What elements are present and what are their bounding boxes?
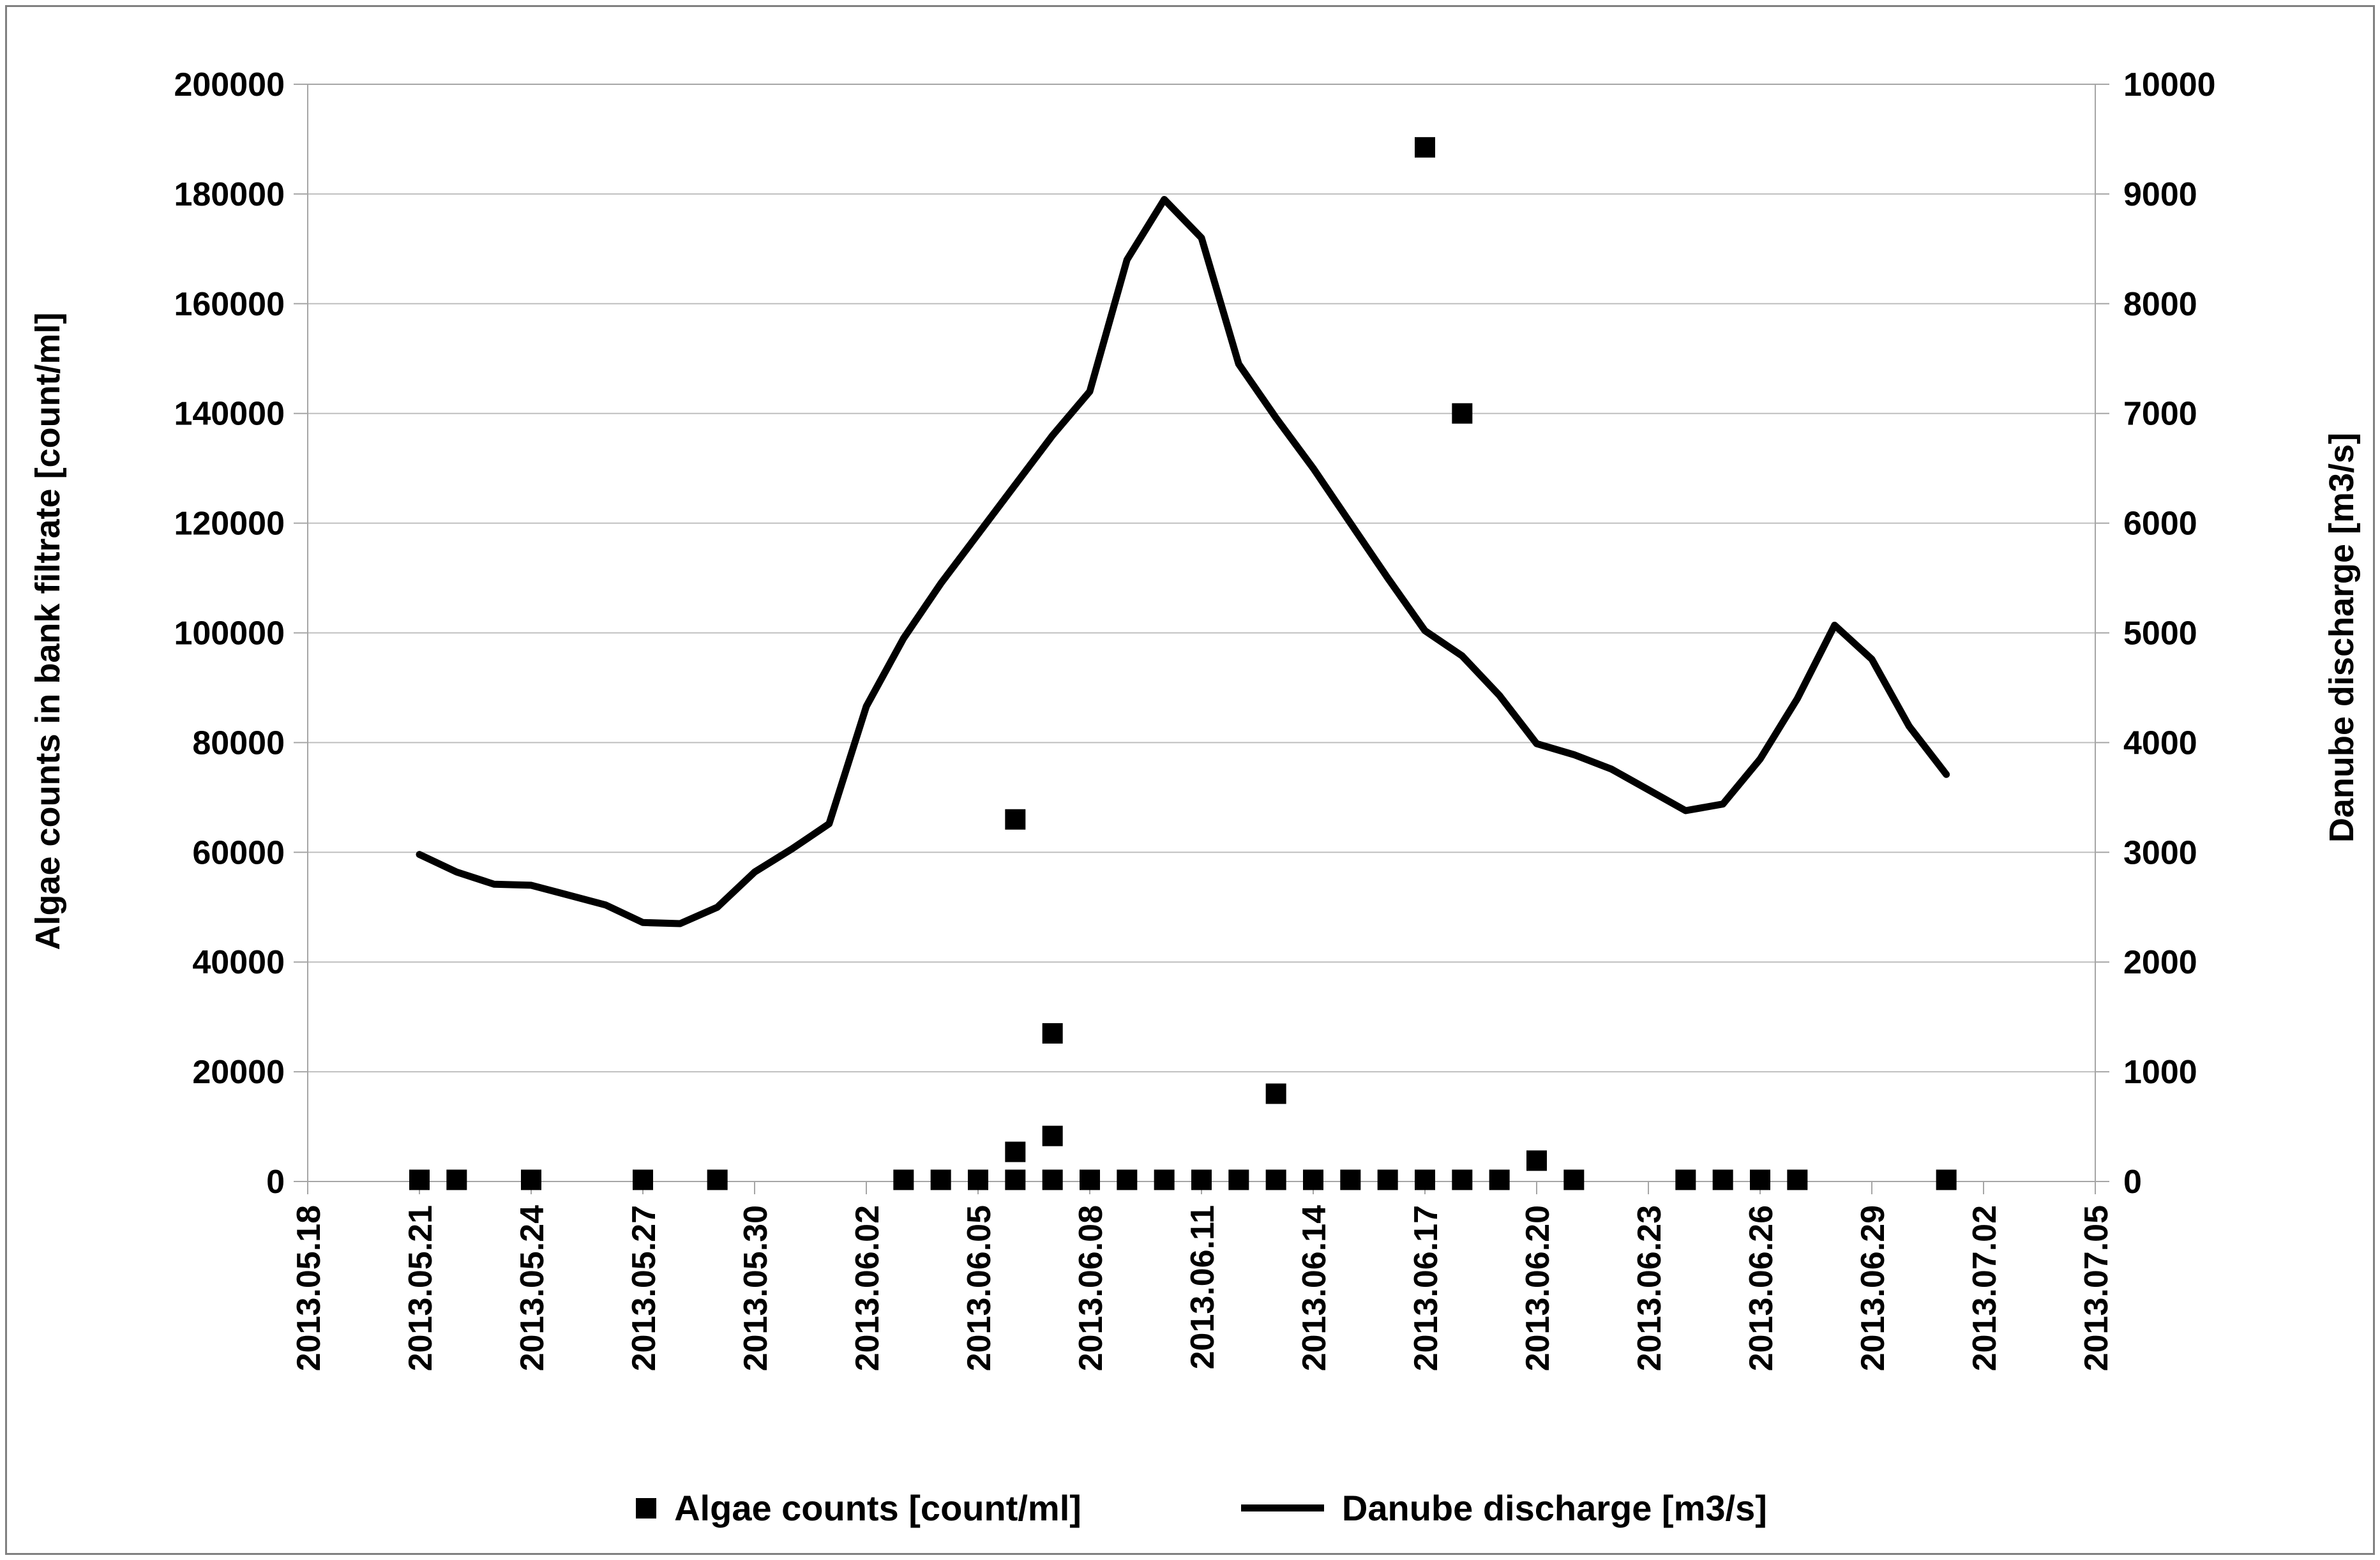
algae-marker[interactable] xyxy=(1265,1083,1286,1104)
algae-marker[interactable] xyxy=(1787,1169,1808,1190)
x-axis-tick-label: 2013.05.30 xyxy=(737,1205,774,1371)
y-axis-right-title: Danube discharge [m3/s] xyxy=(2323,432,2361,843)
y-axis-right-tick-label: 5000 xyxy=(2123,615,2197,652)
algae-marker[interactable] xyxy=(1377,1169,1398,1190)
algae-marker[interactable] xyxy=(1042,1169,1063,1190)
y-axis-left-tick-label: 0 xyxy=(266,1164,285,1201)
x-axis-tick-label: 2013.06.20 xyxy=(1519,1205,1556,1371)
x-axis-tick-label: 2013.06.14 xyxy=(1296,1205,1333,1371)
algae-marker[interactable] xyxy=(968,1169,988,1190)
algae-marker[interactable] xyxy=(1452,1169,1473,1190)
x-axis-tick-label: 2013.06.17 xyxy=(1408,1205,1445,1371)
y-axis-right-tick-label: 0 xyxy=(2123,1164,2142,1201)
x-axis-tick-label: 2013.06.26 xyxy=(1743,1205,1780,1371)
legend-item-discharge[interactable]: Danube discharge [m3/s] xyxy=(1240,1487,1767,1529)
y-axis-left-tick-label: 120000 xyxy=(174,506,285,543)
algae-marker[interactable] xyxy=(1228,1169,1249,1190)
algae-marker[interactable] xyxy=(1005,1141,1026,1162)
y-axis-right-tick-label: 9000 xyxy=(2123,176,2197,213)
y-axis-left-tick-label: 60000 xyxy=(192,834,285,871)
y-axis-right-tick-label: 3000 xyxy=(2123,834,2197,871)
y-axis-right-tick-label: 8000 xyxy=(2123,286,2197,323)
y-axis-left-tick-label: 200000 xyxy=(174,66,285,103)
y-axis-left-tick-label: 20000 xyxy=(192,1054,285,1091)
x-axis-tick-label: 2013.06.23 xyxy=(1631,1205,1668,1371)
x-axis-tick-label: 2013.06.08 xyxy=(1073,1205,1110,1371)
algae-marker[interactable] xyxy=(1340,1169,1361,1190)
x-axis-tick-label: 2013.06.05 xyxy=(961,1205,998,1371)
algae-marker[interactable] xyxy=(930,1169,951,1190)
y-axis-right-tick-label: 2000 xyxy=(2123,944,2197,981)
algae-marker[interactable] xyxy=(446,1169,467,1190)
y-axis-left-tick-label: 40000 xyxy=(192,944,285,981)
algae-marker[interactable] xyxy=(1005,1169,1026,1190)
algae-marker[interactable] xyxy=(1042,1023,1063,1044)
algae-marker[interactable] xyxy=(893,1169,914,1190)
legend-label-algae: Algae counts [count/ml] xyxy=(674,1488,1081,1528)
algae-marker[interactable] xyxy=(1265,1169,1286,1190)
x-axis-tick-label: 2013.06.29 xyxy=(1855,1205,1892,1371)
y-axis-left-tick-label: 180000 xyxy=(174,176,285,213)
x-axis-tick-label: 2013.05.21 xyxy=(402,1205,439,1371)
y-axis-left-tick-label: 80000 xyxy=(192,724,285,761)
algae-marker[interactable] xyxy=(1415,1169,1435,1190)
algae-marker[interactable] xyxy=(1489,1169,1510,1190)
line-marker-icon xyxy=(1240,1504,1324,1511)
algae-marker[interactable] xyxy=(1750,1169,1770,1190)
figure-border xyxy=(5,5,2375,1555)
y-axis-left-tick-label: 140000 xyxy=(174,396,285,433)
algae-marker[interactable] xyxy=(1005,809,1026,830)
x-axis-tick-label: 2013.05.27 xyxy=(626,1205,663,1371)
square-marker-icon xyxy=(636,1497,657,1519)
algae-marker[interactable] xyxy=(1154,1169,1175,1190)
y-axis-right-tick-label: 10000 xyxy=(2123,66,2216,103)
x-axis-tick-label: 2013.07.05 xyxy=(2078,1205,2115,1371)
algae-marker[interactable] xyxy=(1712,1169,1733,1190)
x-axis-tick-label: 2013.05.24 xyxy=(514,1205,551,1371)
algae-marker[interactable] xyxy=(1191,1169,1212,1190)
y-axis-right-tick-label: 1000 xyxy=(2123,1054,2197,1091)
algae-marker[interactable] xyxy=(1563,1169,1585,1190)
chart-legend: Algae counts [count/ml] Danube discharge… xyxy=(308,1487,2095,1529)
legend-item-algae[interactable]: Algae counts [count/ml] xyxy=(636,1487,1081,1529)
x-axis-tick-label: 2013.05.18 xyxy=(290,1205,328,1371)
algae-marker[interactable] xyxy=(521,1169,541,1190)
x-axis-tick-label: 2013.07.02 xyxy=(1966,1205,2003,1371)
x-axis-tick-label: 2013.06.11 xyxy=(1184,1205,1221,1369)
algae-marker[interactable] xyxy=(1117,1169,1138,1190)
x-axis-tick-label: 2013.06.02 xyxy=(849,1205,886,1371)
y-axis-left-title: Algae counts in bank filtrate [count/ml] xyxy=(29,312,67,950)
algae-marker[interactable] xyxy=(1415,137,1435,158)
algae-marker[interactable] xyxy=(633,1169,653,1190)
legend-label-discharge: Danube discharge [m3/s] xyxy=(1341,1488,1767,1528)
y-axis-right-tick-label: 6000 xyxy=(2123,506,2197,543)
algae-marker[interactable] xyxy=(1526,1150,1547,1171)
algae-marker[interactable] xyxy=(1080,1169,1100,1190)
algae-marker[interactable] xyxy=(1936,1169,1957,1190)
algae-marker[interactable] xyxy=(1303,1169,1323,1190)
algae-marker[interactable] xyxy=(1675,1169,1696,1190)
y-axis-left-tick-label: 160000 xyxy=(174,286,285,323)
algae-marker[interactable] xyxy=(409,1169,430,1190)
discharge-line[interactable] xyxy=(416,196,1950,927)
y-axis-right-tick-label: 4000 xyxy=(2123,724,2197,761)
algae-marker[interactable] xyxy=(1042,1125,1063,1146)
y-axis-right-tick-label: 7000 xyxy=(2123,396,2197,433)
y-axis-left-tick-label: 100000 xyxy=(174,615,285,652)
algae-marker[interactable] xyxy=(1452,403,1473,424)
algae-marker[interactable] xyxy=(707,1169,728,1190)
